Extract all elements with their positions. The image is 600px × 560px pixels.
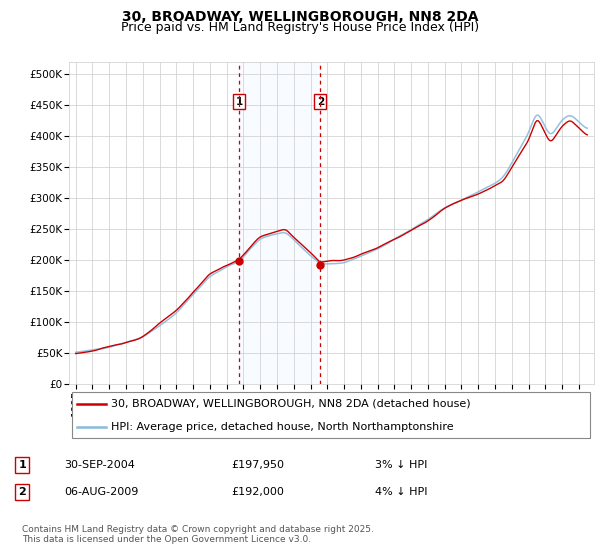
Text: 2: 2 — [19, 487, 26, 497]
Text: Contains HM Land Registry data © Crown copyright and database right 2025.
This d: Contains HM Land Registry data © Crown c… — [22, 525, 374, 544]
Text: 1: 1 — [19, 460, 26, 470]
Text: 30-SEP-2004: 30-SEP-2004 — [64, 460, 135, 470]
Bar — [239, 62, 320, 384]
Text: 06-AUG-2009: 06-AUG-2009 — [64, 487, 138, 497]
Text: Price paid vs. HM Land Registry's House Price Index (HPI): Price paid vs. HM Land Registry's House … — [121, 21, 479, 34]
Text: 1: 1 — [236, 97, 243, 107]
Text: £192,000: £192,000 — [231, 487, 284, 497]
Text: 2: 2 — [317, 97, 324, 107]
FancyBboxPatch shape — [71, 393, 590, 437]
Text: 4% ↓ HPI: 4% ↓ HPI — [375, 487, 427, 497]
Text: 30, BROADWAY, WELLINGBOROUGH, NN8 2DA: 30, BROADWAY, WELLINGBOROUGH, NN8 2DA — [122, 10, 478, 24]
Text: HPI: Average price, detached house, North Northamptonshire: HPI: Average price, detached house, Nort… — [111, 422, 454, 432]
Text: 30, BROADWAY, WELLINGBOROUGH, NN8 2DA (detached house): 30, BROADWAY, WELLINGBOROUGH, NN8 2DA (d… — [111, 399, 470, 409]
Text: £197,950: £197,950 — [231, 460, 284, 470]
Text: 3% ↓ HPI: 3% ↓ HPI — [375, 460, 427, 470]
